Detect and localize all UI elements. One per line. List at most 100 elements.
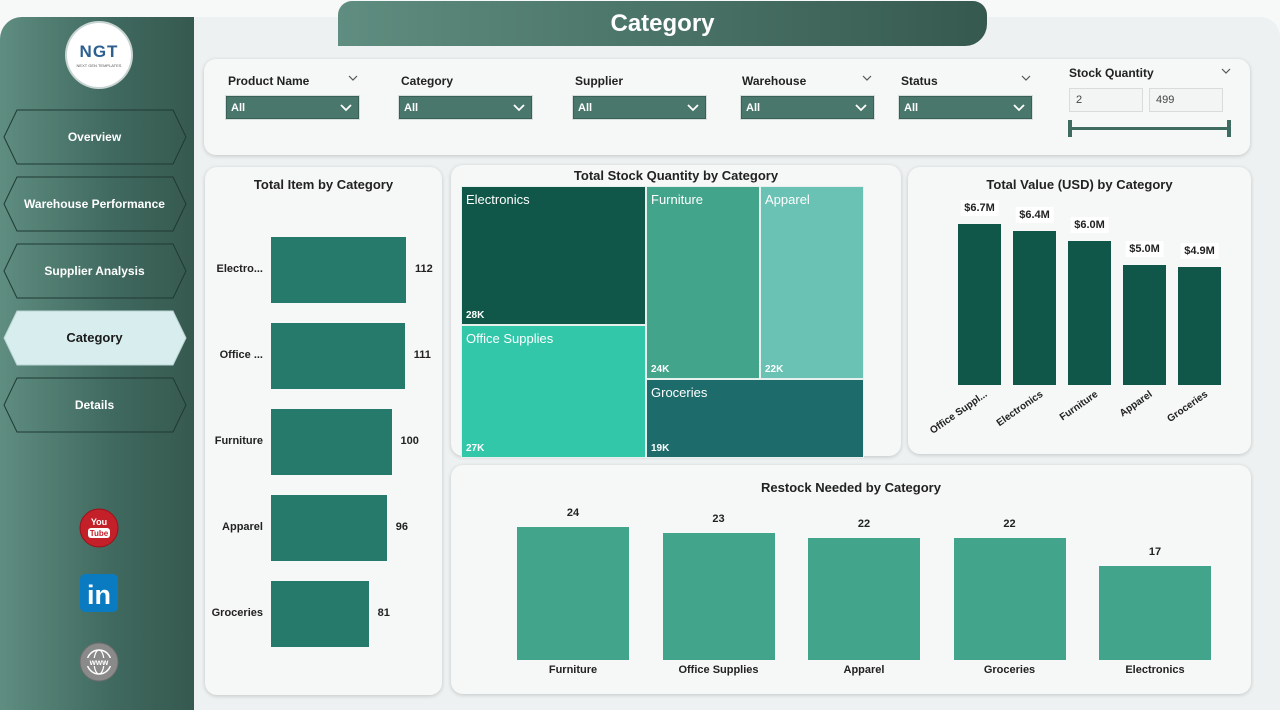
treemap-value: 22K (765, 364, 784, 375)
bar[interactable] (271, 495, 387, 561)
stock-quantity-min-input[interactable]: 2 (1069, 88, 1143, 112)
bar-value-label: 112 (415, 263, 433, 275)
treemap-tile-groceries[interactable]: Groceries 19K (646, 379, 864, 458)
chevron-down-icon[interactable] (1020, 72, 1032, 84)
linkedin-icon[interactable]: in (79, 573, 119, 613)
stock-quantity-slider-min-handle[interactable] (1068, 120, 1072, 137)
bar[interactable] (1068, 240, 1111, 385)
category-value: All (404, 101, 419, 114)
bar-category-label: Office Suppl... (928, 389, 990, 437)
treemap-tile-furniture[interactable]: Furniture 24K (646, 186, 760, 379)
bar-value-label: 96 (395, 521, 408, 533)
bar[interactable] (1123, 264, 1166, 385)
treemap-label: Furniture (651, 192, 704, 207)
bar[interactable] (1099, 565, 1211, 660)
bar-category-label: Electro... (216, 263, 263, 275)
treemap-label: Office Supplies (466, 331, 554, 346)
nav-button-shape (3, 176, 187, 232)
nav-category[interactable]: Category (3, 310, 187, 366)
bar[interactable] (662, 532, 775, 660)
chevron-down-icon (855, 104, 867, 112)
treemap-label: Groceries (651, 385, 708, 400)
stock-quantity-card: Total Stock Quantity by Category Electro… (451, 165, 901, 458)
youtube-icon-text-top: You (91, 517, 107, 527)
bar[interactable] (271, 323, 405, 389)
website-globe-icon[interactable]: www (79, 642, 119, 682)
bar-category-label: Furniture (1057, 389, 1100, 424)
nav-overview[interactable]: Overview (3, 109, 187, 165)
bar-value-label: $4.9M (1180, 243, 1219, 260)
bar-category-label: Apparel (1117, 389, 1155, 420)
chevron-down-icon[interactable] (347, 72, 359, 84)
nav-label: Supplier Analysis (44, 263, 145, 278)
bar-category-label: Office Supplies (678, 664, 759, 676)
website-icon-text: www (89, 658, 109, 667)
treemap-tile-electronics[interactable]: Electronics 28K (461, 186, 646, 325)
restock-card: Restock Needed by Category 24 Furniture 23… (451, 465, 1251, 694)
supplier-dropdown[interactable]: All (573, 96, 706, 119)
treemap-value: 24K (651, 364, 670, 375)
stock-quantity-slider-max-handle[interactable] (1227, 120, 1231, 137)
bar[interactable] (271, 409, 392, 475)
bar[interactable] (517, 527, 629, 660)
bar-category-label: Furniture (548, 664, 598, 676)
nav-button-shape (3, 310, 187, 366)
category-filter-label: Category (401, 74, 454, 88)
supplier-filter-label: Supplier (575, 74, 624, 88)
bar[interactable] (271, 237, 406, 303)
total-value-card: Total Value (USD) by Category $6.7M Offic… (908, 167, 1251, 454)
chevron-down-icon (1013, 104, 1025, 112)
stock-quantity-max-value: 499 (1156, 94, 1175, 106)
nav-label: Details (74, 397, 115, 412)
stock-quantity-max-input[interactable]: 499 (1149, 88, 1223, 112)
bar-value-label: 81 (377, 607, 390, 619)
nav-label: Warehouse Performance (24, 196, 165, 211)
status-filter-label: Status (901, 74, 938, 88)
chart-title: Total Value (USD) by Category (986, 177, 1173, 192)
status-dropdown[interactable]: All (899, 96, 1032, 119)
bar[interactable] (808, 538, 920, 660)
treemap-value: 19K (651, 443, 670, 454)
chevron-down-icon (340, 104, 352, 112)
linkedin-icon-text: in (87, 580, 111, 610)
bar[interactable] (1013, 231, 1056, 385)
product-name-dropdown[interactable]: All (226, 96, 359, 119)
bar-value-label: $5.0M (1125, 240, 1164, 257)
bar[interactable] (953, 538, 1066, 660)
warehouse-value: All (746, 101, 761, 114)
product-name-filter-label: Product Name (228, 74, 310, 88)
stock-quantity-filter-label: Stock Quantity (1069, 66, 1154, 80)
warehouse-dropdown[interactable]: All (741, 96, 874, 119)
bar[interactable] (958, 224, 1001, 385)
bar-value-label: $6.4M (1015, 207, 1054, 224)
bar-category-label: Electronics (994, 389, 1045, 429)
chevron-down-icon (513, 104, 525, 112)
bar[interactable] (1178, 267, 1221, 385)
bar-category-label: Apparel (222, 521, 263, 533)
warehouse-filter-label: Warehouse (742, 74, 807, 88)
total-item-card: Total Item by Category Electro... 112 Offi… (205, 167, 442, 695)
stock-quantity-slider-track[interactable] (1070, 127, 1229, 130)
bar-value-label: $6.0M (1070, 216, 1109, 233)
bar-category-label: Electronics (1125, 664, 1185, 676)
chevron-down-icon[interactable] (861, 72, 873, 84)
bar-category-label: Furniture (214, 435, 263, 447)
nav-button-shape (3, 243, 187, 299)
bar[interactable] (271, 581, 369, 647)
nav-supplier-analysis[interactable]: Supplier Analysis (3, 243, 187, 299)
bar-value-label: 17 (1148, 545, 1162, 558)
chevron-down-icon (687, 104, 699, 112)
stock-quantity-min-value: 2 (1076, 94, 1083, 106)
chevron-down-icon[interactable] (1220, 65, 1232, 77)
nav-details[interactable]: Details (3, 377, 187, 433)
nav-warehouse-performance[interactable]: Warehouse Performance (3, 176, 187, 232)
bar-value-label: 111 (413, 349, 431, 361)
treemap-tile-office-supplies[interactable]: Office Supplies 27K (461, 325, 646, 458)
treemap-label: Apparel (765, 192, 810, 207)
treemap-tile-apparel[interactable]: Apparel 22K (760, 186, 864, 379)
category-dropdown[interactable]: All (399, 96, 532, 119)
bar-value-label: 22 (1003, 518, 1016, 531)
youtube-icon[interactable]: You Tube (79, 508, 119, 548)
bar-category-label: Groceries (983, 664, 1036, 676)
